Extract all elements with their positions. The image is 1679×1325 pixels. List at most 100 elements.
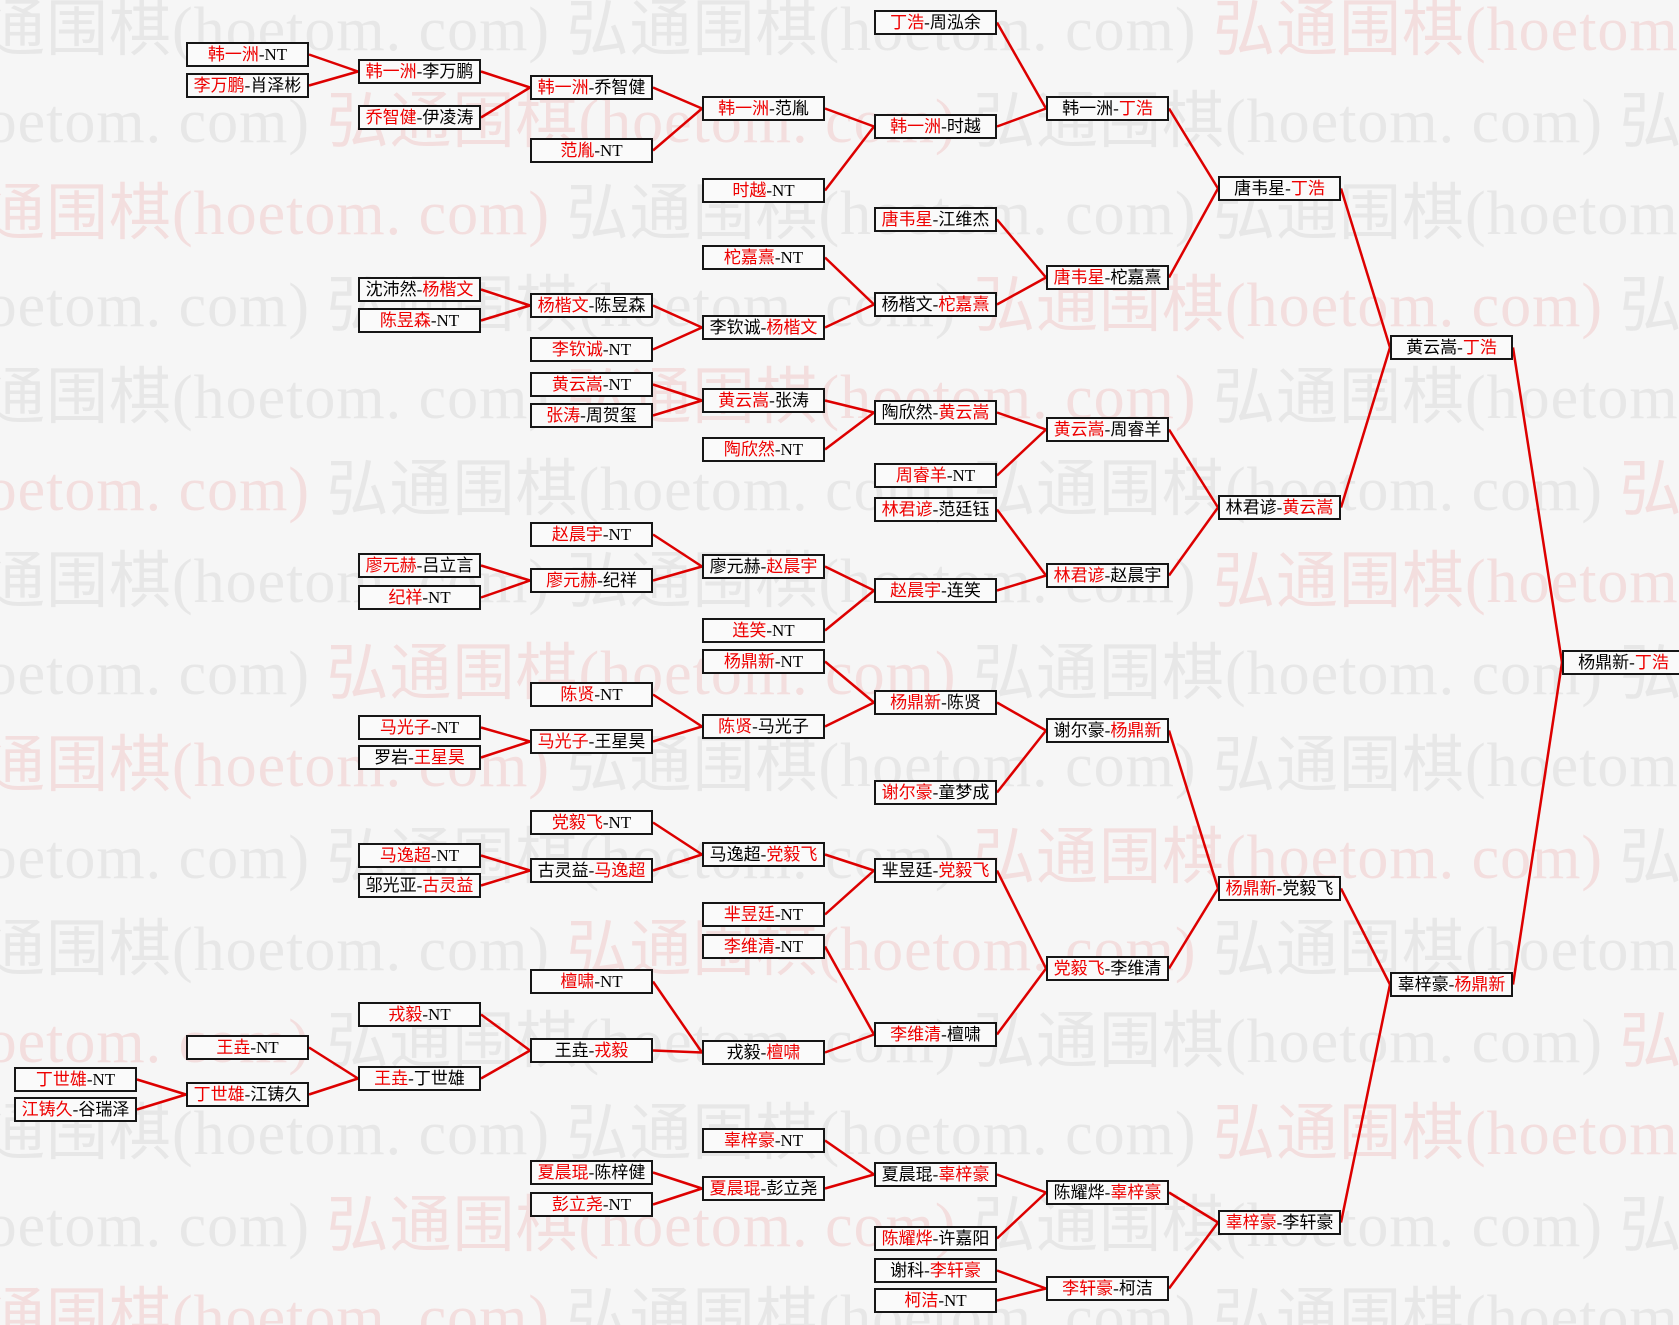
bracket-line [480, 86, 531, 119]
match-box: 黄云嵩 - 丁浩 [1390, 335, 1513, 360]
separator: - [932, 295, 939, 314]
separator: - [766, 621, 772, 640]
match-box: 陈贤 - 马光子 [702, 714, 825, 739]
separator: - [244, 1085, 251, 1104]
bracket-line [996, 1287, 1047, 1302]
match-box: 邬光亚 - 古灵益 [358, 873, 481, 898]
player-name-right: 周睿羊 [1110, 420, 1162, 439]
separator: - [932, 210, 939, 229]
bracket-line [996, 1191, 1047, 1240]
match-box: 江铸久 - 谷瑞泽 [14, 1097, 137, 1122]
player-name-right: NT [428, 1005, 451, 1024]
bracket-line [1167, 107, 1220, 190]
player-name-left: 黄云嵩 [718, 391, 770, 410]
player-name-left: 李钦诚 [709, 318, 761, 337]
player-name-left: 王垚 [554, 1041, 589, 1060]
bracket-line [996, 701, 1047, 732]
player-name-right: NT [780, 937, 804, 956]
bracket-line [652, 383, 703, 402]
match-box: 杨楷文 - 柁嘉熹 [874, 292, 997, 317]
bracket-line [480, 869, 531, 887]
player-name-left: 谢尔豪 [881, 783, 933, 802]
bracket-line [996, 218, 1047, 279]
player-name-left: 李钦诚 [551, 340, 603, 359]
player-name-left: 韩一洲 [365, 62, 417, 81]
bracket-line [652, 1049, 703, 1054]
player-name-left: 李维清 [723, 937, 775, 956]
player-name-left: 李万鹏 [193, 76, 245, 95]
player-name-right: 柁嘉熹 [1110, 268, 1162, 287]
bracket-line [1339, 347, 1392, 508]
match-box: 黄云嵩 - NT [530, 372, 653, 397]
player-name-left: 夏晨琨 [537, 1163, 589, 1182]
separator: - [588, 732, 595, 751]
watermark-row: 弘通围棋(hoetom. com) 弘通围棋(hoetom. com) 弘通围棋… [0, 180, 1679, 248]
separator: - [588, 296, 595, 315]
bracket-line [824, 256, 875, 306]
bracket-line [823, 945, 876, 1036]
separator: - [941, 581, 947, 600]
match-box: 柯洁 - NT [874, 1288, 997, 1313]
player-name-left: 夏晨琨 [709, 1179, 761, 1198]
bracket-line [996, 411, 1047, 431]
player-name-left: 辜梓豪 [1225, 1213, 1277, 1232]
bracket-line [1339, 188, 1392, 348]
separator: - [602, 1195, 609, 1214]
player-name-right: 王星昊 [413, 748, 465, 767]
player-name-right: 杨楷文 [766, 318, 818, 337]
match-box: 唐韦星 - 江维杰 [874, 207, 997, 232]
player-name-right: 丁浩 [1290, 179, 1325, 198]
match-box: 陶欣然 - 黄云嵩 [874, 400, 997, 425]
bracket-line [824, 303, 875, 329]
separator: - [416, 108, 423, 127]
separator: - [580, 406, 586, 425]
match-box: 杨鼎新 - 陈贤 [874, 690, 997, 715]
match-box: 杨鼎新 - 丁浩 [1562, 650, 1679, 675]
player-name-right: 肖泽彬 [250, 76, 302, 95]
separator: - [1276, 498, 1283, 517]
match-box: 乔智健 - 伊凌涛 [358, 105, 481, 130]
player-name-right: 江维杰 [938, 210, 990, 229]
match-box: 李维清 - NT [702, 934, 825, 959]
player-name-left: 陶欣然 [881, 403, 933, 422]
bracket-line [480, 304, 531, 322]
player-name-right: 李维清 [1110, 959, 1162, 978]
match-box: 杨楷文 - 陈昱森 [530, 293, 653, 318]
separator: - [408, 1069, 414, 1088]
separator: - [774, 652, 781, 671]
bracket-line [824, 399, 875, 414]
match-box: 林君谚 - 黄云嵩 [1218, 495, 1341, 520]
bracket-line [652, 86, 703, 110]
player-name-right: NT [600, 685, 623, 704]
separator: - [766, 181, 772, 200]
watermark-row: 弘通围棋(hoetom. com) 弘通围棋(hoetom. com) 弘通围棋… [0, 1100, 1679, 1168]
player-name-right: 连笑 [946, 581, 981, 600]
match-box: 沈沛然 - 杨楷文 [358, 277, 481, 302]
player-name-right: 柯洁 [1118, 1279, 1153, 1298]
player-name-right: NT [436, 311, 460, 330]
separator: - [594, 972, 600, 991]
separator: - [932, 403, 939, 422]
match-box: 周睿羊 - NT [874, 463, 997, 488]
player-name-left: 林君谚 [881, 500, 933, 519]
player-name-right: 范廷钰 [938, 500, 990, 519]
match-box: 李维清 - 檀啸 [874, 1022, 997, 1047]
player-name-right: NT [436, 718, 460, 737]
separator: - [1104, 1183, 1111, 1202]
match-box: 唐韦星 - 丁浩 [1218, 176, 1341, 201]
bracket-line [1167, 428, 1220, 509]
player-name-left: 古灵益 [537, 861, 589, 880]
player-name-left: 廖元赫 [365, 556, 417, 575]
player-name-right: 马逸超 [594, 861, 646, 880]
player-name-left: 林君谚 [1053, 566, 1105, 585]
player-name-right: 范胤 [774, 99, 809, 118]
bracket-line [480, 1049, 531, 1080]
separator: - [597, 571, 603, 590]
bracket-line [824, 125, 875, 192]
bracket-line [652, 565, 703, 582]
match-box: 丁世雄 - 江铸久 [186, 1082, 309, 1107]
player-name-left: 连笑 [732, 621, 767, 640]
bracket-line [1167, 506, 1220, 577]
bracket-line [652, 326, 703, 351]
player-name-right: NT [780, 440, 804, 459]
